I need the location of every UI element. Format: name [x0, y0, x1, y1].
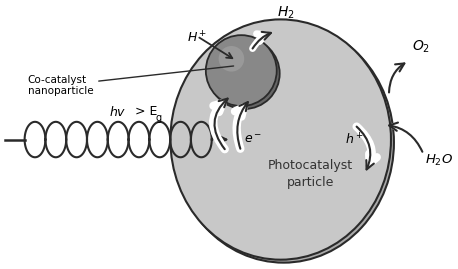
Ellipse shape — [170, 19, 391, 260]
Text: $h^+$: $h^+$ — [345, 132, 364, 147]
Text: Co-catalyst
nanoparticle: Co-catalyst nanoparticle — [27, 66, 234, 96]
Circle shape — [218, 46, 244, 72]
Circle shape — [209, 38, 280, 109]
Circle shape — [206, 35, 277, 106]
Text: $H_2$: $H_2$ — [277, 5, 294, 21]
Text: $H_2O$: $H_2O$ — [425, 153, 453, 168]
Text: $hv$: $hv$ — [109, 105, 127, 119]
Text: $e^-$: $e^-$ — [244, 133, 262, 147]
Ellipse shape — [173, 22, 394, 263]
Text: $H^+$: $H^+$ — [187, 31, 207, 46]
Text: > E: > E — [135, 105, 157, 118]
Text: $O_2$: $O_2$ — [412, 39, 430, 55]
Text: Photocatalyst
particle: Photocatalyst particle — [267, 159, 353, 189]
Text: g: g — [156, 113, 162, 123]
